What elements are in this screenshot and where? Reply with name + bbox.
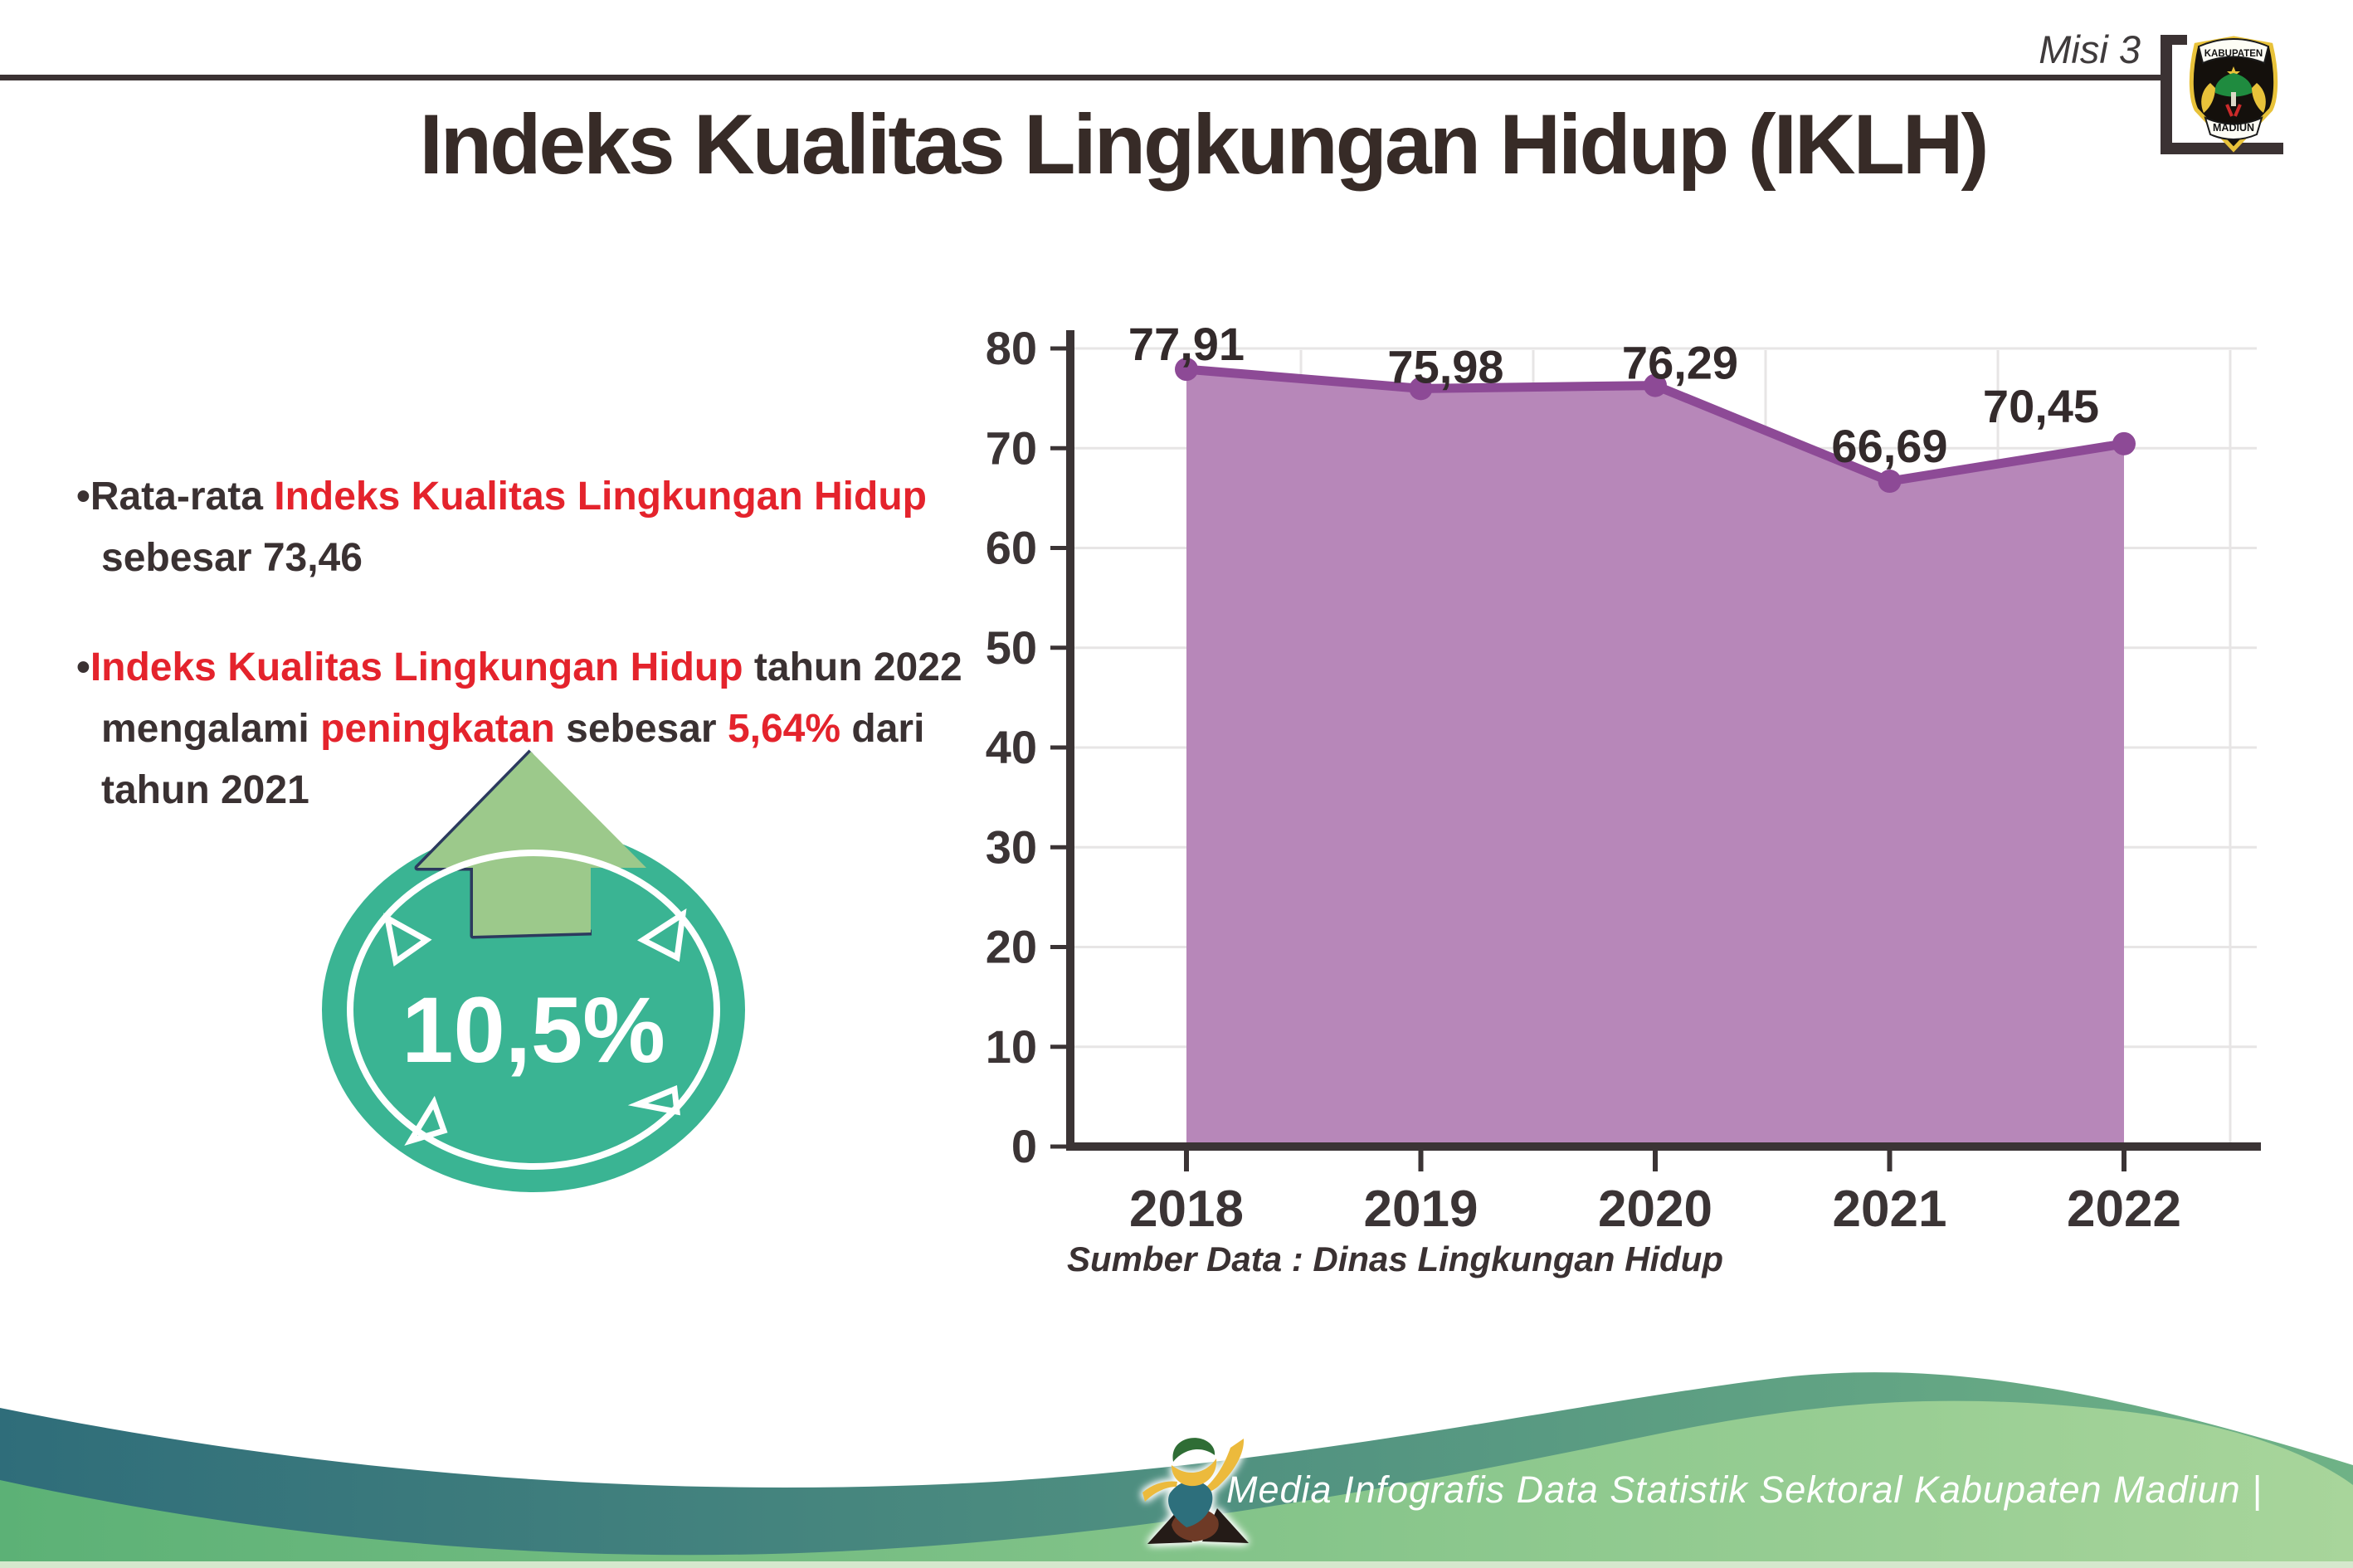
mascot-leg-left [1147, 1510, 1192, 1544]
value-label: 77,91 [1128, 318, 1245, 370]
page-title: Indeks Kualitas Lingkungan Hidup (IKLH) [419, 97, 1989, 192]
source-note: Sumber Data : Dinas Lingkungan Hidup [1067, 1239, 1724, 1278]
y-tick-label: 80 [986, 322, 1037, 374]
bullet-text: Rata-rata [90, 475, 275, 519]
x-tick-label: 2019 [1364, 1181, 1479, 1238]
bullet-text-highlight: peningkatan [320, 707, 555, 751]
bullet-text: mengalami [101, 707, 321, 751]
y-tick-label: 0 [1011, 1120, 1037, 1172]
logo-frame-top-step [2161, 35, 2187, 45]
value-label: 76,29 [1622, 337, 1738, 389]
footer-credit: Media Infografis Data Statistik Sektoral… [1226, 1468, 2263, 1511]
mascot-arm-left [1142, 1481, 1177, 1502]
data-point-marker [2112, 431, 2136, 455]
value-label: 70,45 [1983, 380, 2099, 432]
mascot-cap [1172, 1438, 1215, 1462]
data-line [1181, 364, 2129, 486]
value-label: 75,98 [1387, 340, 1503, 392]
badge-circle [322, 827, 745, 1192]
bullet-text-highlight: Indeks Kualitas Lingkungan Hidup [274, 475, 927, 519]
mascot-leg-right [1202, 1508, 1249, 1543]
mascot-torso [1168, 1480, 1213, 1527]
bullet-text-highlight: 5,64% [727, 707, 841, 751]
badge-triangle-br [627, 1085, 681, 1116]
footer-bottom-strip [0, 1561, 2353, 1568]
x-tick-label: 2018 [1129, 1181, 1244, 1238]
bullet-text: dari [840, 707, 925, 751]
data-point-marker [1644, 373, 1667, 397]
x-tick-label: 2020 [1598, 1181, 1712, 1238]
badge-triangle-tl [383, 913, 432, 967]
mascot-skirt [1172, 1508, 1219, 1541]
data-point-marker [1409, 377, 1433, 401]
data-point-marker [1175, 358, 1198, 382]
value-label: 66,69 [1831, 420, 1947, 472]
area-fill [1186, 369, 2124, 1147]
logo-top-text: KABUPATEN [2204, 49, 2263, 59]
badge-triangle-bl [404, 1095, 448, 1146]
data-point-marker [1878, 470, 1902, 494]
mascot-face [1172, 1458, 1217, 1487]
header-rule [0, 75, 2167, 80]
bullet-text: sebesar [554, 707, 728, 751]
bullet-list: •Rata-rata Indeks Kualitas Lingkungan Hi… [76, 466, 1039, 869]
bullet-text: tahun 2021 [101, 768, 309, 812]
x-tick-label: 2021 [1833, 1181, 1947, 1238]
badge-value: 10,5% [402, 978, 665, 1082]
y-tick-label: 20 [986, 921, 1037, 973]
badge-ring [347, 850, 720, 1170]
x-tick-label: 2022 [2067, 1181, 2181, 1238]
bullet-text: tahun 2022 [743, 645, 962, 689]
bullet-text-highlight: Indeks Kualitas Lingkungan Hidup [90, 645, 743, 689]
bullet-item: •Indeks Kualitas Lingkungan Hidup tahun … [76, 637, 1039, 821]
bullet-text: sebesar 73,46 [101, 536, 363, 580]
logo-tree-icon [2214, 73, 2253, 97]
misi-label: Misi 3 [2039, 27, 2141, 71]
y-tick-label: 10 [986, 1020, 1037, 1073]
bullet-item: •Rata-rata Indeks Kualitas Lingkungan Hi… [76, 466, 1039, 589]
badge-triangle-tr [637, 908, 687, 962]
bullet-marker: • [76, 645, 90, 689]
logo-star-icon [2227, 66, 2240, 80]
bullet-marker: • [76, 475, 90, 519]
logo-banner-top [2197, 38, 2270, 65]
